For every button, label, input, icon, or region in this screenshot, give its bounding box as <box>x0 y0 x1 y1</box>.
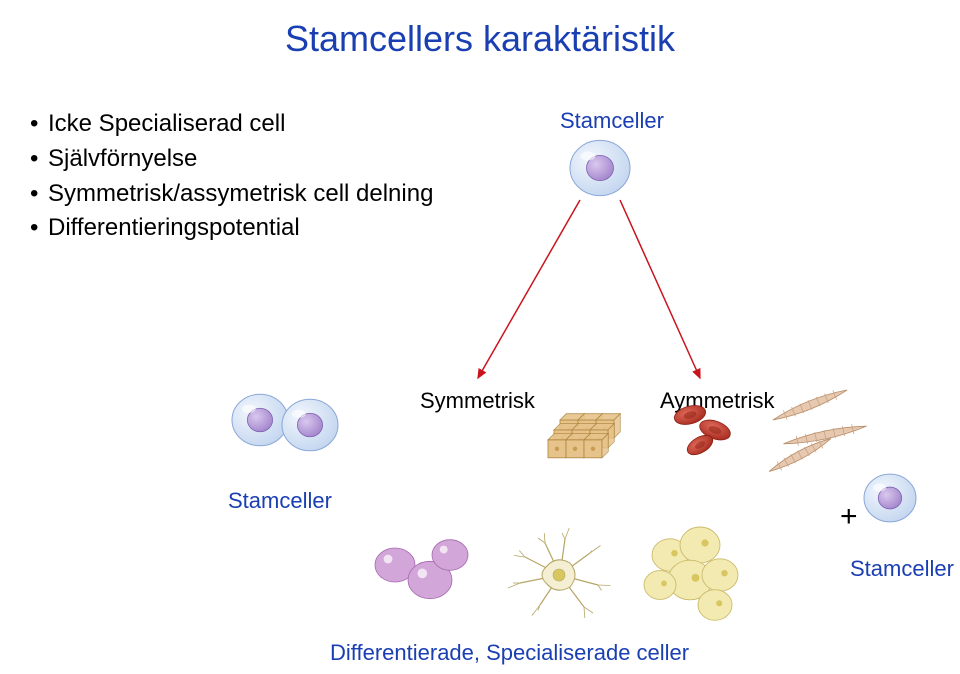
purple-cells-icon <box>375 540 468 599</box>
diagram-canvas <box>0 0 960 674</box>
stem-cell-right-icon <box>864 474 916 522</box>
arrows <box>478 200 700 378</box>
muscle-fibers-icon <box>767 385 868 475</box>
red-blood-cells-icon <box>672 402 733 458</box>
neuron-icon <box>508 528 611 618</box>
fat-cells-icon <box>644 527 738 620</box>
stem-cell-pair-icon <box>232 394 338 451</box>
tissue-block-icon <box>548 414 620 458</box>
stem-cell-top-icon <box>570 140 630 195</box>
